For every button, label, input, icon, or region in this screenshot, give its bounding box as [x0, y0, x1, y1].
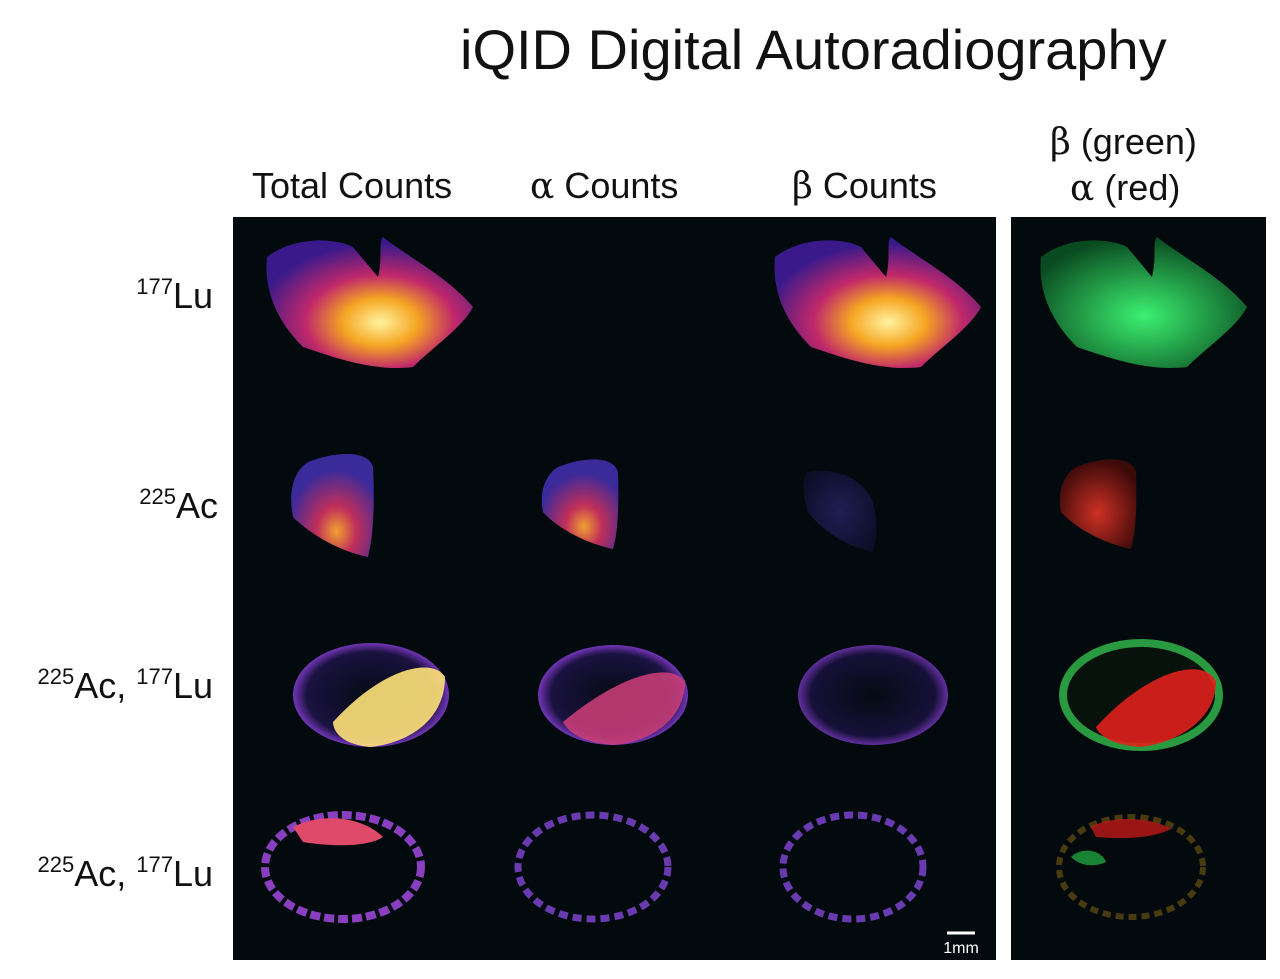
element-symbol: Ac, [74, 665, 137, 706]
overlay-green-label: (green) [1070, 121, 1197, 162]
column-header-beta: β Counts [792, 168, 937, 205]
hot-region [563, 672, 685, 745]
column-header-total: Total Counts [252, 168, 452, 204]
mass-number: 225 [139, 484, 176, 509]
overlay-green-region [1071, 850, 1106, 866]
beta-symbol: β [1050, 122, 1071, 163]
element-symbol: Ac [175, 485, 218, 526]
overlay-panel [1011, 217, 1266, 960]
alpha-symbol: α [530, 166, 555, 207]
tissue-section-beta-lu [774, 237, 981, 368]
mass-number: 177 [136, 852, 173, 877]
beta-symbol: β [792, 166, 813, 207]
tissue-section-alpha-ac [541, 459, 619, 549]
mass-number: 177 [136, 664, 173, 689]
mass-number: 177 [136, 274, 173, 299]
autoradiography-images: 1mm [261, 237, 981, 957]
alpha-symbol: α [1070, 168, 1095, 209]
column-header-beta-text: Counts [812, 165, 937, 206]
overlay-images [1040, 237, 1247, 920]
mass-number: 225 [37, 852, 75, 877]
element-symbol: Lu [172, 665, 213, 706]
row-label-4: 225Ac, 177Lu [38, 853, 214, 894]
row-label-1: 177Lu [136, 275, 213, 316]
element-symbol: Lu [172, 853, 213, 894]
tissue-section-beta-mix-2 [779, 811, 927, 923]
column-header-overlay-line2: α (red) [1070, 170, 1180, 207]
overlay-section-lu [1040, 237, 1247, 368]
scale-bar-label: 1mm [943, 940, 979, 957]
overlay-red-region [1096, 669, 1216, 747]
hot-region [333, 667, 445, 747]
overlay-red-region [1091, 818, 1171, 839]
element-symbol: Lu [172, 275, 213, 316]
autoradiography-panel: 1mm [233, 217, 996, 960]
column-header-overlay-line1: β (green) [1050, 124, 1197, 161]
column-header-total-text: Total Counts [252, 165, 453, 206]
tissue-section-beta-ac [803, 470, 877, 552]
column-header-alpha-text: Counts [554, 165, 679, 206]
tissue-section-total-ac [291, 453, 374, 557]
column-header-alpha: α Counts [530, 168, 678, 205]
row-label-2: 225Ac [139, 485, 218, 526]
row-label-3: 225Ac, 177Lu [38, 665, 214, 706]
hot-region [293, 818, 383, 846]
overlay-red-label: (red) [1094, 167, 1181, 208]
element-symbol: Ac, [74, 853, 137, 894]
tissue-section-total-mix-2 [261, 811, 425, 923]
mass-number: 225 [37, 664, 75, 689]
tissue-section-beta-mix [798, 645, 948, 745]
tissue-section-total-lu [266, 237, 473, 368]
overlay-section-mix-2 [1056, 814, 1206, 920]
figure-title: iQID Digital Autoradiography [460, 18, 1167, 81]
tissue-section-alpha-mix-2 [514, 811, 672, 923]
overlay-section-ac [1059, 459, 1137, 549]
